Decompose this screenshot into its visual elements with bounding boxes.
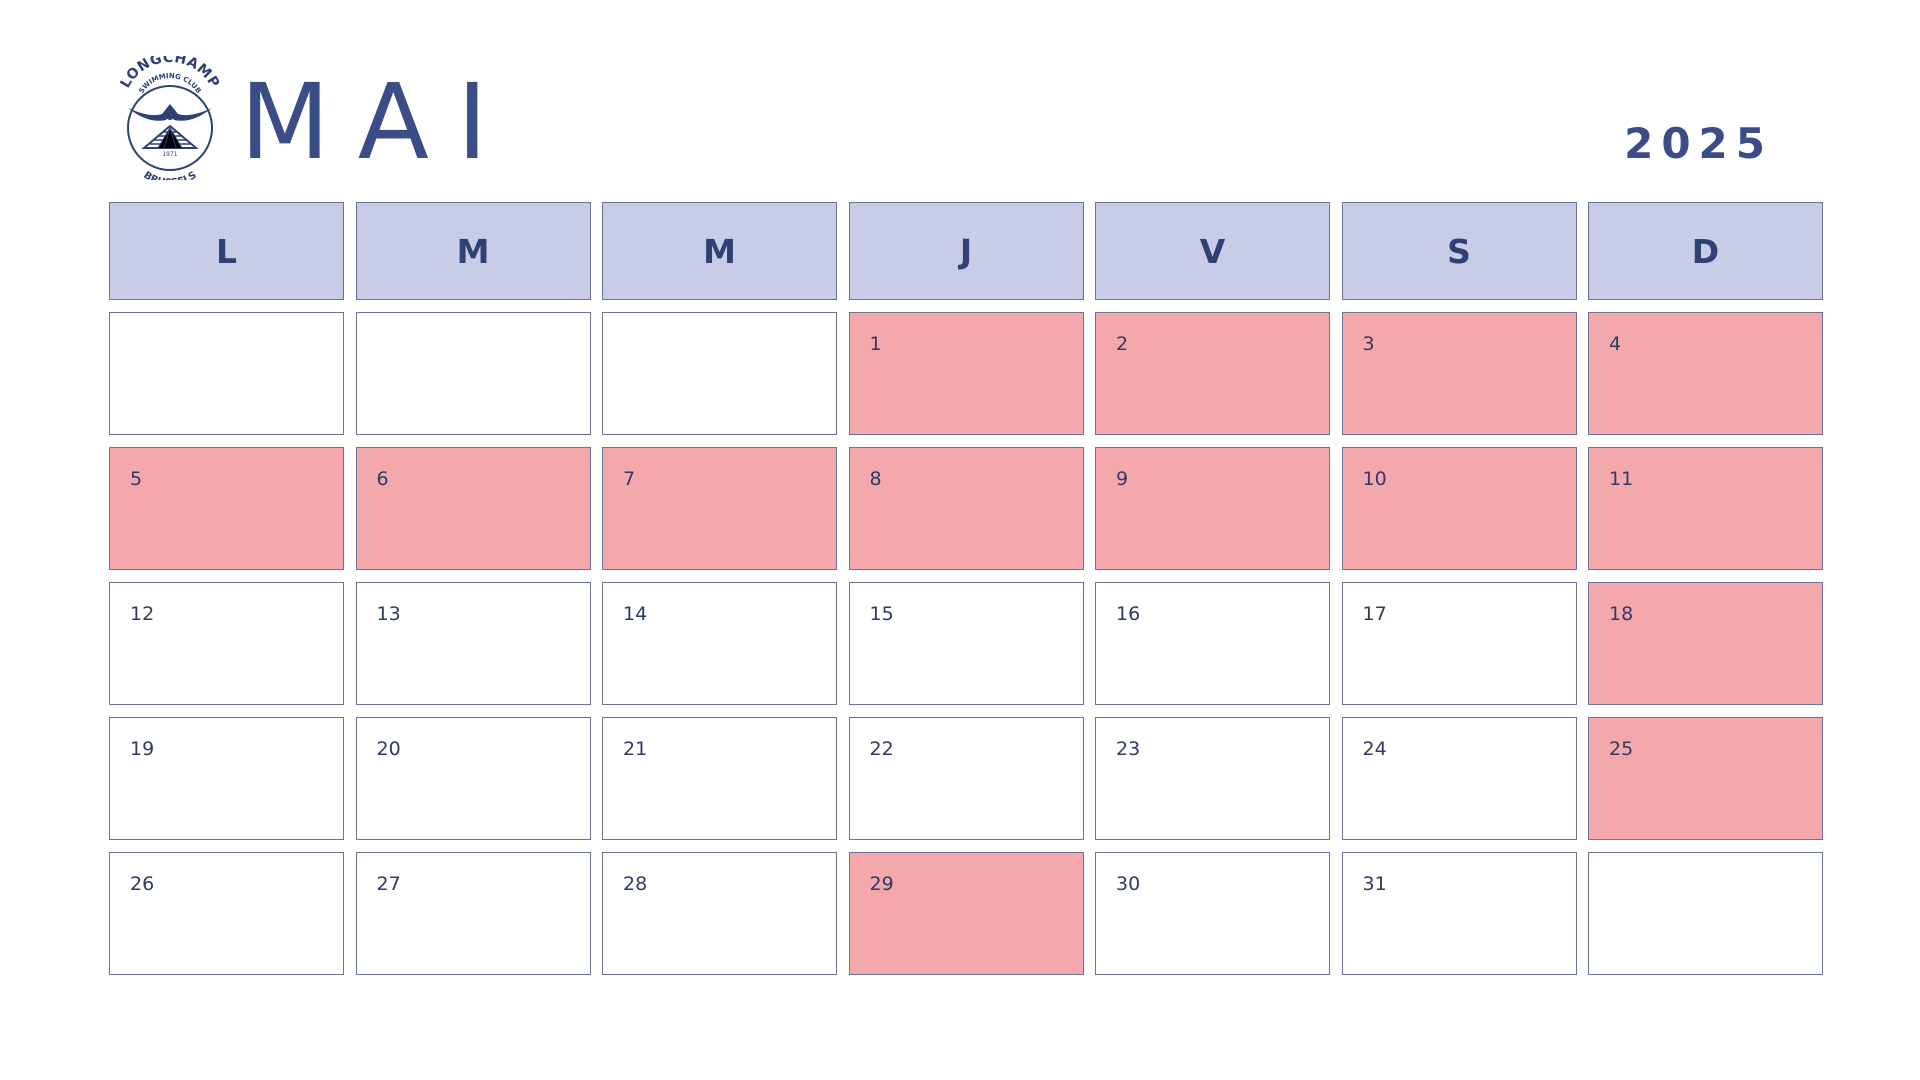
day-cell: 3	[1341, 312, 1577, 435]
weekday-header-monday: L	[109, 202, 344, 300]
day-number: 31	[1362, 873, 1387, 895]
logo-bottom-text: BRUSSELS	[141, 170, 198, 189]
day-cell	[602, 312, 837, 435]
day-cell: 9	[1095, 447, 1330, 570]
month-title: MAI	[240, 61, 516, 183]
day-number: 28	[623, 873, 648, 895]
day-number: 24	[1362, 738, 1387, 760]
day-cell: 25	[1588, 717, 1823, 840]
day-cell: 12	[109, 582, 344, 705]
day-cell: 14	[602, 582, 837, 705]
day-cell: 27	[355, 852, 591, 975]
day-number: 30	[1116, 873, 1141, 895]
day-number: 29	[869, 873, 894, 895]
day-number: 21	[623, 738, 648, 760]
day-number: 11	[1609, 468, 1634, 490]
weekday-header-thursday: J	[848, 202, 1084, 300]
day-cell	[1588, 852, 1823, 975]
day-number: 23	[1116, 738, 1141, 760]
day-number: 12	[130, 603, 155, 625]
day-number: 15	[869, 603, 894, 625]
day-cell: 2	[1095, 312, 1330, 435]
day-number: 16	[1116, 603, 1141, 625]
day-number: 9	[1116, 468, 1129, 490]
calendar-grid: L M M J V S D 1 2 3 4 5 6 7 8 9 10 11 12 13 14 15 16 17 1…	[109, 202, 1823, 975]
day-cell: 8	[848, 447, 1084, 570]
day-cell: 21	[602, 717, 837, 840]
day-cell: 19	[109, 717, 344, 840]
day-cell: 18	[1588, 582, 1823, 705]
day-number: 13	[376, 603, 401, 625]
day-cell: 11	[1588, 447, 1823, 570]
year-label: 2025	[1624, 119, 1773, 168]
weekday-header-saturday: S	[1341, 202, 1577, 300]
day-number: 7	[623, 468, 636, 490]
weekday-header-tuesday: M	[355, 202, 591, 300]
day-number: 1	[869, 333, 882, 355]
day-number: 4	[1609, 333, 1622, 355]
day-number: 10	[1362, 468, 1387, 490]
day-cell: 5	[109, 447, 344, 570]
weekday-header-wednesday: M	[602, 202, 837, 300]
day-cell: 28	[602, 852, 837, 975]
logo-year-text: 1971	[162, 151, 177, 158]
day-number: 17	[1362, 603, 1387, 625]
day-cell	[109, 312, 344, 435]
weekday-header-sunday: D	[1588, 202, 1823, 300]
day-cell: 4	[1588, 312, 1823, 435]
day-number: 26	[130, 873, 155, 895]
day-cell: 17	[1341, 582, 1577, 705]
day-cell: 22	[848, 717, 1084, 840]
svg-text:SWIMMING CLUB: SWIMMING CLUB	[137, 72, 202, 95]
day-cell: 29	[848, 852, 1084, 975]
day-cell: 23	[1095, 717, 1330, 840]
day-number: 8	[869, 468, 882, 490]
day-cell: 7	[602, 447, 837, 570]
logo-sub-text: SWIMMING CLUB	[137, 72, 202, 95]
day-cell: 10	[1341, 447, 1577, 570]
day-cell: 31	[1341, 852, 1577, 975]
day-cell: 15	[848, 582, 1084, 705]
day-number: 14	[623, 603, 648, 625]
club-logo: LONGCHAMP SWIMMING CLUB 1971 BRUSSELS	[110, 50, 230, 189]
day-cell: 16	[1095, 582, 1330, 705]
day-number: 5	[130, 468, 143, 490]
day-number: 3	[1362, 333, 1375, 355]
day-cell: 24	[1341, 717, 1577, 840]
day-number: 20	[376, 738, 401, 760]
svg-text:BRUSSELS: BRUSSELS	[141, 170, 198, 180]
day-cell: 20	[355, 717, 591, 840]
day-number: 6	[376, 468, 389, 490]
day-cell: 1	[848, 312, 1084, 435]
day-cell: 26	[109, 852, 344, 975]
day-number: 18	[1609, 603, 1634, 625]
day-number: 27	[376, 873, 401, 895]
day-cell	[355, 312, 591, 435]
day-number: 22	[869, 738, 894, 760]
day-cell: 6	[355, 447, 591, 570]
day-number: 2	[1116, 333, 1129, 355]
day-number: 25	[1609, 738, 1634, 760]
day-cell: 30	[1095, 852, 1330, 975]
day-cell: 13	[355, 582, 591, 705]
day-number: 19	[130, 738, 155, 760]
weekday-header-friday: V	[1095, 202, 1330, 300]
